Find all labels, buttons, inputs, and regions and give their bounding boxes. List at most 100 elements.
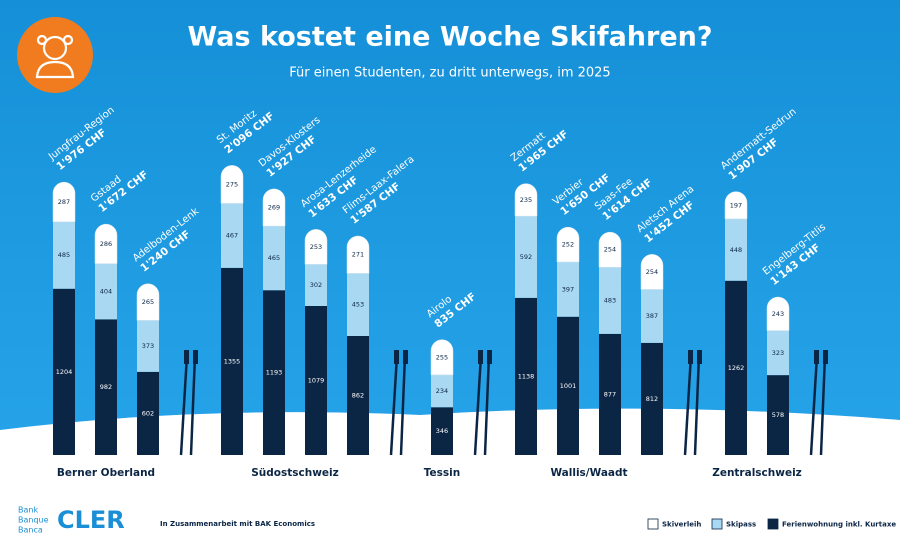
segment-label: 404 [100, 287, 112, 295]
pole [179, 354, 189, 456]
segment-label: 346 [436, 427, 448, 435]
legend-label: Skiverleih [662, 521, 701, 529]
ski-poles [389, 350, 408, 456]
segment-label: 448 [730, 246, 742, 254]
pole [819, 354, 827, 456]
ski-poles [809, 350, 828, 456]
bar-segment [220, 165, 244, 204]
segment-label: 252 [562, 241, 574, 249]
segment-label: 1204 [56, 368, 73, 376]
segment-label: 1193 [266, 369, 283, 377]
bar-segment [136, 283, 160, 321]
pole-grip [487, 350, 492, 364]
pole [399, 354, 407, 456]
segment-label: 592 [520, 253, 532, 261]
segment-label: 253 [310, 243, 322, 251]
legend-swatch [767, 518, 779, 530]
segment-label: 197 [730, 201, 742, 209]
pole-grip [814, 350, 819, 364]
segment-label: 1138 [518, 372, 535, 380]
bar-segment [724, 191, 748, 220]
region-label: Berner Oberland [57, 467, 155, 479]
bar-segment [304, 229, 328, 265]
pole [693, 354, 701, 456]
bar-segment [599, 333, 621, 455]
bar-segment [557, 316, 579, 455]
bar-segment [221, 203, 243, 268]
segment-label: 862 [352, 391, 364, 399]
bar-segment [556, 226, 580, 263]
segment-label: 255 [436, 353, 448, 361]
segment-label: 287 [58, 198, 70, 206]
pole-grip [403, 350, 408, 364]
bar-segment [221, 267, 243, 455]
bar-segment [766, 296, 790, 331]
bar-segment [640, 254, 664, 290]
bar-segment [346, 235, 370, 274]
segment-label: 254 [604, 246, 616, 254]
segment-label: 373 [142, 342, 154, 350]
bar-segment [95, 263, 117, 320]
pole [683, 354, 693, 456]
pole-grip [394, 350, 399, 364]
legend-swatch [647, 518, 659, 530]
bank-line: Banque [18, 516, 49, 525]
segment-label: 271 [352, 251, 364, 259]
bar-segment [262, 188, 286, 227]
segment-label: 269 [268, 203, 280, 211]
bar-segment [430, 339, 454, 376]
bar-segment [515, 297, 537, 455]
bank-line: Bank [18, 506, 38, 515]
segment-label: 467 [226, 232, 238, 240]
segment-label: 254 [646, 268, 658, 276]
bar-segment [767, 375, 789, 455]
region-label: Zentralschweiz [712, 467, 802, 479]
legend-label: Ferienwohnung inkl. Kurtaxe [782, 521, 896, 529]
segment-label: 243 [772, 310, 784, 318]
segment-label: 275 [226, 180, 238, 188]
bar-segment [137, 371, 159, 455]
bar-segment [263, 290, 285, 455]
segment-label: 1355 [224, 357, 241, 365]
logo: CLER [57, 506, 125, 534]
segment-label: 1262 [728, 364, 745, 372]
region-label: Südostschweiz [251, 467, 339, 479]
segment-label: 286 [100, 240, 112, 248]
bar-segment [725, 218, 747, 281]
ski-poles [179, 350, 198, 456]
bar-segment [347, 273, 369, 336]
credit-note: In Zusammenarbeit mit BAK Economics [160, 520, 315, 528]
region-label: Tessin [424, 467, 460, 479]
pole [189, 354, 197, 456]
segment-label: 302 [310, 281, 322, 289]
bar-segment [95, 319, 117, 455]
footer [0, 500, 900, 550]
ski-poles [683, 350, 702, 456]
pole-grip [184, 350, 189, 364]
pole-grip [823, 350, 828, 364]
segment-label: 387 [646, 312, 658, 320]
bar-segment [53, 221, 75, 289]
segment-label: 453 [352, 301, 364, 309]
segment-label: 483 [604, 297, 616, 305]
bar-segment [515, 216, 537, 298]
bar-segment [52, 181, 76, 223]
bar-segment [431, 374, 453, 408]
segment-label: 982 [100, 383, 112, 391]
segment-label: 602 [142, 409, 154, 417]
pole [483, 354, 491, 456]
segment-label: 485 [58, 251, 70, 259]
bar-segment [641, 289, 663, 343]
segment-label: 812 [646, 395, 658, 403]
bar-segment [431, 407, 453, 455]
bar-segment [599, 267, 621, 334]
bar-segment [347, 335, 369, 455]
ski-poles [473, 350, 492, 456]
pole [389, 354, 399, 456]
pole [473, 354, 483, 456]
pole-grip [688, 350, 693, 364]
legend-swatch [711, 518, 723, 530]
legend-label: Skipass [726, 521, 756, 529]
icon-badge [17, 17, 93, 93]
